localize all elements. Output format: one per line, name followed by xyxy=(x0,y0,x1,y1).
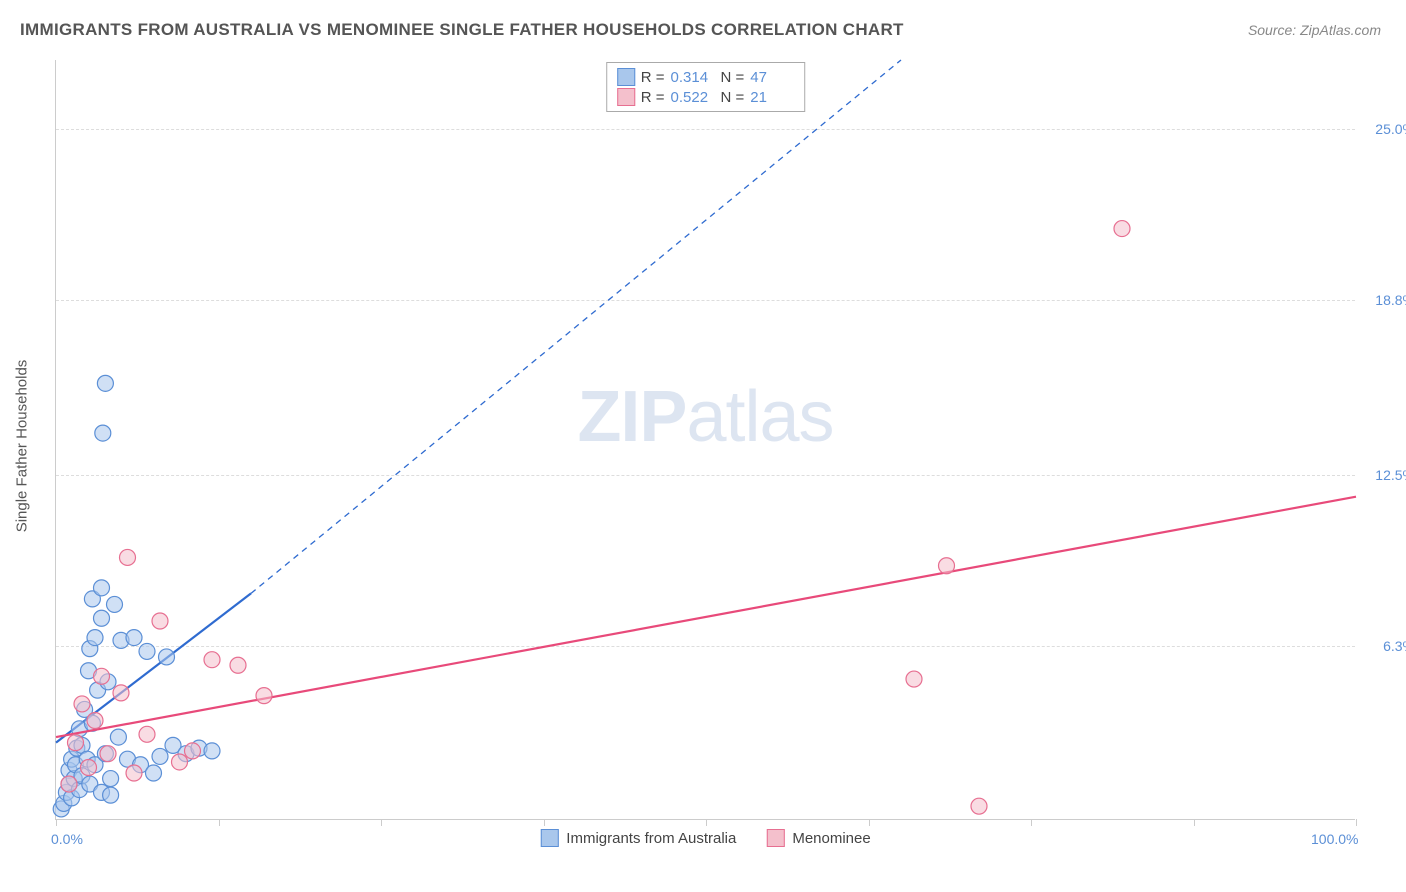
data-point-series2 xyxy=(172,754,188,770)
legend-label: Immigrants from Australia xyxy=(566,830,736,847)
data-point-series2 xyxy=(230,657,246,673)
x-tick xyxy=(381,819,382,826)
x-tick xyxy=(706,819,707,826)
data-point-series2 xyxy=(68,735,84,751)
trend-line-dashed-series1 xyxy=(251,60,901,593)
r-label: R = xyxy=(641,89,665,106)
data-point-series2 xyxy=(906,671,922,687)
data-point-series1 xyxy=(87,630,103,646)
data-point-series2 xyxy=(81,759,97,775)
y-tick-label: 12.5% xyxy=(1360,467,1406,483)
data-point-series1 xyxy=(94,610,110,626)
y-tick-label: 25.0% xyxy=(1360,121,1406,137)
data-point-series1 xyxy=(159,649,175,665)
data-point-series2 xyxy=(204,652,220,668)
legend-item-series2: Menominee xyxy=(766,829,870,847)
stats-row-series2: R = 0.522 N = 21 xyxy=(617,87,795,107)
x-tick xyxy=(1031,819,1032,826)
data-point-series1 xyxy=(95,425,111,441)
legend-swatch-icon xyxy=(766,829,784,847)
n-label: N = xyxy=(721,89,745,106)
data-point-series2 xyxy=(152,613,168,629)
bottom-legend: Immigrants from Australia Menominee xyxy=(540,829,870,847)
legend-swatch-icon xyxy=(540,829,558,847)
chart-svg xyxy=(56,60,1355,819)
r-label: R = xyxy=(641,69,665,86)
legend-label: Menominee xyxy=(792,830,870,847)
y-tick-label: 18.8% xyxy=(1360,292,1406,308)
data-point-series2 xyxy=(120,549,136,565)
source-attribution: Source: ZipAtlas.com xyxy=(1248,22,1381,38)
legend-item-series1: Immigrants from Australia xyxy=(540,829,736,847)
plot-area: ZIPatlas 6.3%12.5%18.8%25.0%0.0%100.0% R… xyxy=(55,60,1355,820)
y-axis-label: Single Father Households xyxy=(14,360,31,533)
n-label: N = xyxy=(721,69,745,86)
data-point-series2 xyxy=(94,668,110,684)
data-point-series2 xyxy=(256,688,272,704)
data-point-series2 xyxy=(61,776,77,792)
data-point-series1 xyxy=(97,375,113,391)
data-point-series2 xyxy=(139,726,155,742)
data-point-series1 xyxy=(146,765,162,781)
chart-title: IMMIGRANTS FROM AUSTRALIA VS MENOMINEE S… xyxy=(20,20,904,40)
data-point-series1 xyxy=(103,787,119,803)
r-value: 0.314 xyxy=(671,69,715,86)
data-point-series2 xyxy=(971,798,987,814)
data-point-series1 xyxy=(107,596,123,612)
r-value: 0.522 xyxy=(671,89,715,106)
data-point-series1 xyxy=(103,771,119,787)
x-tick xyxy=(1356,819,1357,826)
data-point-series2 xyxy=(113,685,129,701)
x-tick xyxy=(869,819,870,826)
data-point-series2 xyxy=(1114,221,1130,237)
legend-swatch-icon xyxy=(617,88,635,106)
x-tick xyxy=(56,819,57,826)
data-point-series2 xyxy=(126,765,142,781)
x-tick-label: 0.0% xyxy=(51,831,83,847)
data-point-series2 xyxy=(87,713,103,729)
data-point-series1 xyxy=(139,643,155,659)
stats-legend: R = 0.314 N = 47 R = 0.522 N = 21 xyxy=(606,62,806,112)
data-point-series1 xyxy=(126,630,142,646)
stats-row-series1: R = 0.314 N = 47 xyxy=(617,67,795,87)
data-point-series1 xyxy=(110,729,126,745)
data-point-series2 xyxy=(74,696,90,712)
x-tick xyxy=(219,819,220,826)
data-point-series2 xyxy=(939,558,955,574)
data-point-series1 xyxy=(94,580,110,596)
x-tick xyxy=(544,819,545,826)
data-point-series2 xyxy=(185,743,201,759)
x-tick-label: 100.0% xyxy=(1311,831,1358,847)
n-value: 47 xyxy=(750,69,794,86)
chart-container: IMMIGRANTS FROM AUSTRALIA VS MENOMINEE S… xyxy=(0,0,1406,892)
n-value: 21 xyxy=(750,89,794,106)
data-point-series1 xyxy=(152,748,168,764)
x-tick xyxy=(1194,819,1195,826)
data-point-series1 xyxy=(204,743,220,759)
legend-swatch-icon xyxy=(617,68,635,86)
trend-line-series2 xyxy=(56,497,1356,737)
data-point-series2 xyxy=(100,746,116,762)
y-tick-label: 6.3% xyxy=(1360,638,1406,654)
